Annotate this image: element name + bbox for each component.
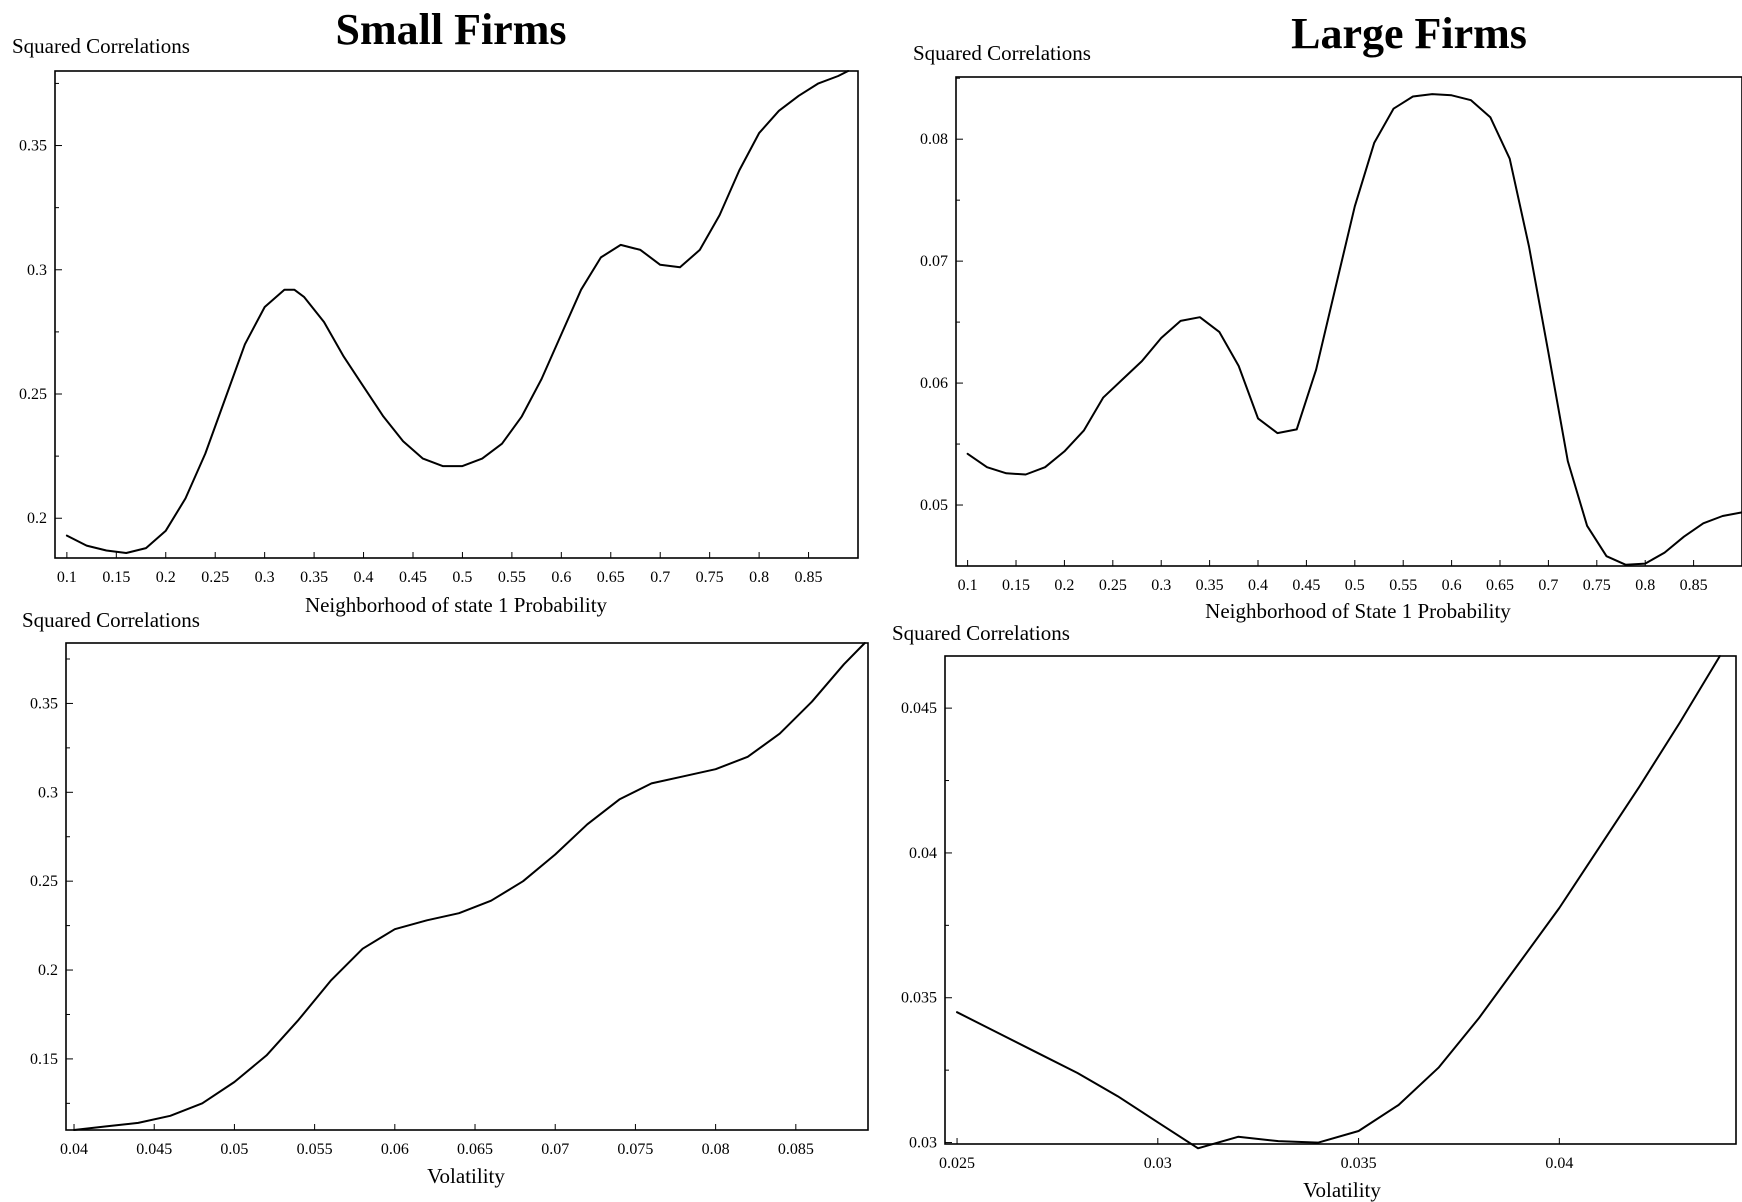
y-tick-label: 0.06 (920, 375, 948, 392)
x-tick-label: 0.05 (220, 1141, 248, 1158)
x-tick-label: 0.5 (1345, 577, 1365, 594)
x-tick-label: 0.15 (102, 569, 130, 586)
x-tick-label: 0.25 (201, 569, 229, 586)
chart-large-firms-volatility: Squared Correlations Volatility 0.03 0.03… (892, 621, 1737, 1202)
x-tick-label: 0.4 (354, 569, 374, 586)
x-tick-label: 0.04 (60, 1141, 88, 1158)
x-tick-label: 0.65 (1486, 577, 1514, 594)
x-tick-label: 0.035 (1341, 1155, 1377, 1172)
xlabel: Volatility (1303, 1178, 1381, 1202)
x-tick-label: 0.8 (1635, 577, 1655, 594)
x-tick-label: 0.45 (399, 569, 427, 586)
x-tick-label: 0.55 (498, 569, 526, 586)
y-tick-label: 0.25 (30, 873, 58, 890)
x-tick-label: 0.045 (136, 1141, 172, 1158)
y-tick-label: 0.15 (30, 1051, 58, 1068)
x-tick-label: 0.75 (696, 569, 724, 586)
plot-frame (54, 70, 859, 559)
chart-large-firms-probability: Squared Correlations Neighborhood of Sta… (913, 41, 1742, 623)
y-tick-label: 0.04 (909, 845, 937, 862)
x-tick-label: 0.7 (1538, 577, 1558, 594)
x-tick-label: 0.03 (1144, 1155, 1172, 1172)
x-tick-label: 0.085 (778, 1141, 814, 1158)
y-tick-label: 0.3 (38, 784, 58, 801)
x-tick-label: 0.8 (749, 569, 769, 586)
series-line (73, 642, 866, 1131)
x-tick-label: 0.06 (381, 1141, 409, 1158)
y-tick-label: 0.35 (19, 138, 47, 155)
ylabel: Squared Correlations (913, 41, 1091, 65)
x-tick-label: 0.85 (1680, 577, 1708, 594)
y-tick-label: 0.2 (27, 510, 47, 527)
x-tick-label: 0.65 (597, 569, 625, 586)
x-tick-label: 0.3 (255, 569, 275, 586)
y-tick-label: 0.03 (909, 1135, 937, 1152)
x-tick-label: 0.055 (297, 1141, 333, 1158)
x-tick-label: 0.15 (1002, 577, 1030, 594)
y-tick-label: 0.08 (920, 131, 948, 148)
x-tick-label: 0.2 (1054, 577, 1074, 594)
series-line (966, 93, 1742, 566)
series-line (65, 70, 850, 554)
x-tick-label: 0.075 (617, 1141, 653, 1158)
y-tick-label: 0.035 (901, 990, 937, 1007)
x-tick-label: 0.35 (1196, 577, 1224, 594)
x-tick-label: 0.25 (1099, 577, 1127, 594)
x-tick-label: 0.1 (958, 577, 978, 594)
xlabel: Neighborhood of state 1 Probability (305, 593, 608, 617)
title-large-firms: Large Firms (1291, 9, 1527, 58)
y-tick-label: 0.045 (901, 700, 937, 717)
ylabel: Squared Correlations (892, 621, 1070, 645)
y-tick-label: 0.35 (30, 695, 58, 712)
x-tick-label: 0.55 (1389, 577, 1417, 594)
chart-small-firms-probability: Squared Correlations Neighborhood of sta… (12, 34, 859, 617)
y-tick-label: 0.3 (27, 262, 47, 279)
x-tick-label: 0.35 (300, 569, 328, 586)
y-tick-label: 0.25 (19, 386, 47, 403)
x-tick-label: 0.025 (939, 1155, 975, 1172)
x-tick-label: 0.08 (702, 1141, 730, 1158)
y-tick-label: 0.05 (920, 497, 948, 514)
x-tick-label: 0.85 (795, 569, 823, 586)
x-tick-label: 0.04 (1545, 1155, 1573, 1172)
x-tick-label: 0.07 (541, 1141, 569, 1158)
y-tick-label: 0.07 (920, 253, 948, 270)
x-tick-label: 0.065 (457, 1141, 493, 1158)
xlabel: Volatility (427, 1164, 505, 1188)
plot-frame (955, 76, 1742, 567)
x-tick-label: 0.6 (551, 569, 571, 586)
x-tick-label: 0.45 (1292, 577, 1320, 594)
x-tick-label: 0.6 (1442, 577, 1462, 594)
x-tick-label: 0.7 (650, 569, 670, 586)
x-tick-label: 0.3 (1151, 577, 1171, 594)
plot-frame (65, 642, 869, 1131)
title-small-firms: Small Firms (336, 5, 567, 54)
ylabel: Squared Correlations (22, 608, 200, 632)
xlabel: Neighborhood of State 1 Probability (1205, 599, 1511, 623)
x-tick-label: 0.1 (57, 569, 77, 586)
y-tick-label: 0.2 (38, 962, 58, 979)
x-tick-label: 0.5 (452, 569, 472, 586)
chart-small-firms-volatility: Squared Correlations Volatility 0.15 0.2 0… (22, 608, 869, 1188)
series-line (956, 655, 1721, 1150)
x-tick-label: 0.75 (1583, 577, 1611, 594)
plot-frame (944, 655, 1737, 1145)
ylabel: Squared Correlations (12, 34, 190, 58)
x-tick-label: 0.4 (1248, 577, 1268, 594)
x-tick-label: 0.2 (156, 569, 176, 586)
